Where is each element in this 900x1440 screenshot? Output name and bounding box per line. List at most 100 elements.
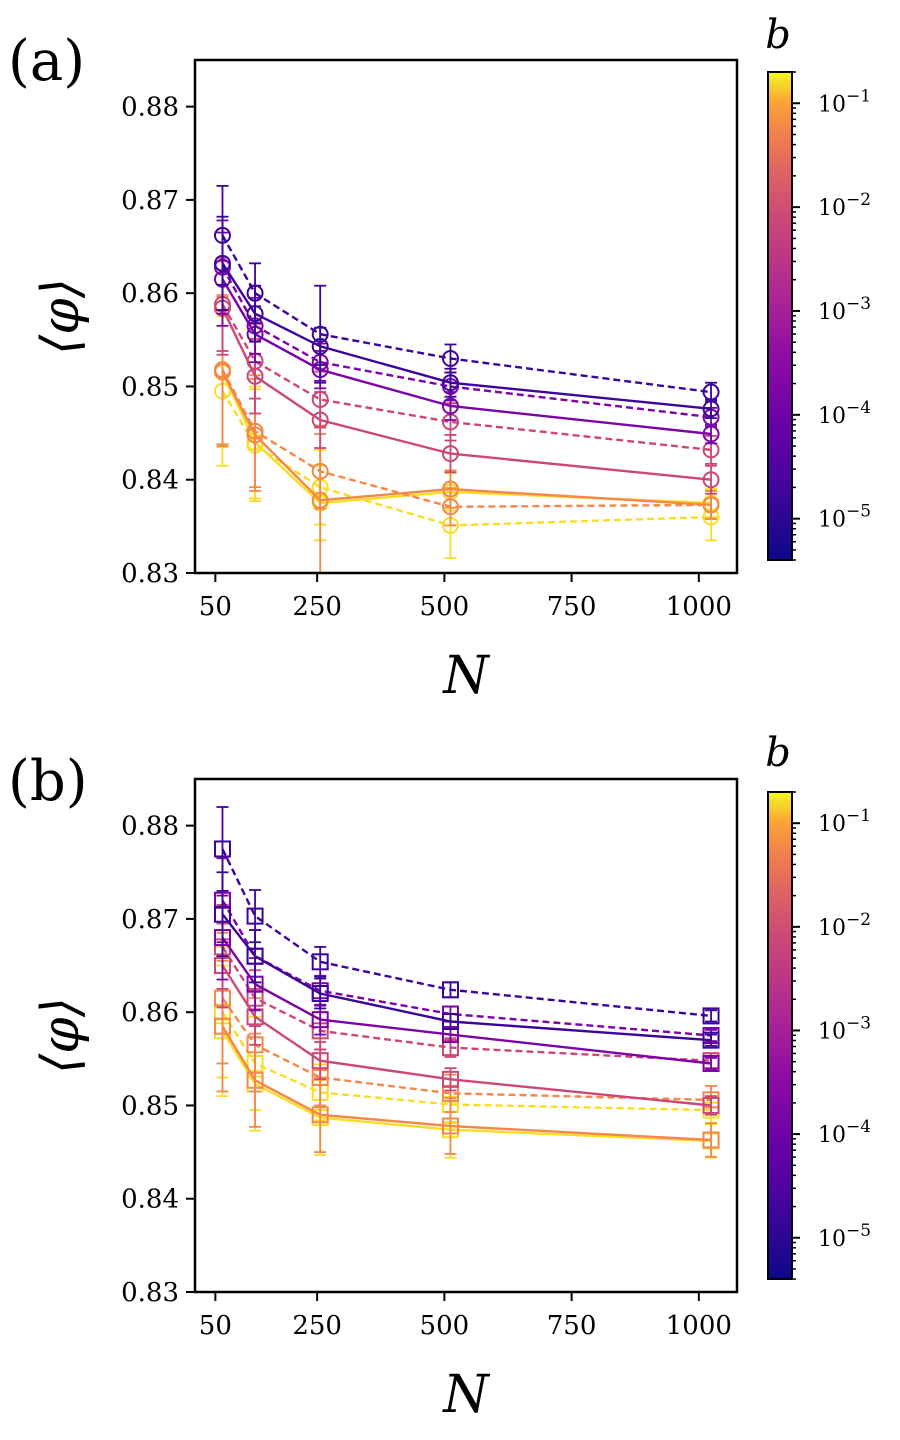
data-point [441,981,459,999]
colorbar-tick-label: 10−1 [818,86,871,117]
y-tick-label: 0.83 [121,1278,179,1308]
series-b0.0001-dashed [213,219,720,428]
series-line [221,262,712,410]
series-b0.001-solid [213,922,720,1116]
series-line [221,278,712,436]
series-b0.001-solid [213,260,720,495]
series-line [221,371,712,505]
colorbar-tick-label: 10−3 [818,294,871,325]
data-point [441,349,459,367]
colorbar-tick-label: 10−4 [818,1117,871,1148]
data-point [441,1070,459,1088]
data-point [702,471,720,489]
colorbar-title: b [765,12,791,58]
series-line [221,390,712,527]
data-point [213,226,231,244]
y-tick-label: 0.86 [121,998,179,1028]
y-tick-label: 0.86 [121,279,179,309]
data-point [213,905,231,923]
series-line [221,234,712,394]
panel-label: (b) [8,749,88,814]
data-point [702,1007,720,1025]
x-tick-label: 1000 [666,592,732,622]
data-point [311,391,329,409]
x-tick-label: 750 [547,1311,597,1341]
series-line [221,370,712,507]
data-point [213,361,231,379]
series-b0.1-solid [213,296,720,542]
series-line [221,266,712,419]
colorbar-tick-label: 10−5 [818,1221,871,1252]
colorbar-tick-label: 10−3 [818,1013,871,1044]
data-point [441,1013,459,1031]
data-point [311,325,329,343]
data-series-group [213,185,720,573]
data-point [702,383,720,401]
y-tick-label: 0.84 [121,1185,179,1215]
series-b0.00001-solid [213,871,720,1049]
series-b0.00001-dashed [213,806,720,1025]
data-point [311,985,329,1003]
axes-frame [193,777,739,1294]
y-tick-label: 0.84 [121,466,179,496]
colorbar-tick-label: 10−2 [818,910,871,941]
x-tick-label: 50 [199,592,232,622]
x-tick-label: 250 [292,592,342,622]
panel-label: (a) [8,29,85,94]
panel-a: (a) 50 250 500 750 1000 0.83 0.84 0.85 0.86 0.87 0.… [8,12,871,706]
series-line [221,1011,712,1112]
data-point [213,840,231,858]
series-line [221,899,712,1037]
panel-b: (b) 50 250 500 750 1000 0.83 0.84 0.85 0.86 0.87 0.… [8,730,871,1425]
colorbar-tick-label: 10−4 [818,398,871,429]
series-b0.00001-dashed [213,185,720,403]
axes-frame [193,58,739,575]
data-point [441,445,459,463]
x-tick-label: 500 [420,592,470,622]
y-tick-label: 0.87 [121,186,179,216]
y-tick-label: 0.85 [121,372,179,402]
y-tick-label: 0.88 [121,812,179,842]
data-point [441,1117,459,1135]
series-b0.01-solid [213,296,720,573]
data-point [311,462,329,480]
data-point [702,1096,720,1114]
series-line [221,997,712,1102]
data-point [702,496,720,514]
colorbar-tick-label: 10−5 [818,502,871,533]
data-point [441,498,459,516]
y-tick-label: 0.83 [121,559,179,589]
data-point [702,1131,720,1149]
data-point [702,1054,720,1072]
x-tick-label: 250 [292,1311,342,1341]
series-b0.1-solid [213,964,720,1159]
y-axis-label: ⟨φ⟩ [31,278,91,355]
data-point [246,907,264,925]
y-tick-label: 0.85 [121,1091,179,1121]
y-tick-label: 0.88 [121,93,179,123]
x-tick-label: 1000 [666,1311,732,1341]
series-b0.0001-solid [213,231,720,445]
series-b0.001-dashed [213,904,720,1070]
colorbar-gradient [768,792,792,1279]
colorbar-tick-label: 10−2 [818,190,871,221]
x-axis-label: N [441,646,490,706]
data-point [702,1031,720,1049]
x-axis-label: N [441,1365,490,1425]
colorbar-title: b [765,730,791,776]
data-point [246,947,264,965]
series-line [221,369,712,509]
colorbar-gradient [768,72,792,560]
data-point [311,1052,329,1070]
data-series-group [213,806,720,1159]
series-line [221,848,712,1018]
x-tick-label: 500 [420,1311,470,1341]
data-point [246,422,264,440]
data-point [246,284,264,302]
x-tick-label: 50 [199,1311,232,1341]
colorbar: 10−5 10−4 10−3 10−2 10−1 b [765,730,871,1280]
data-point [441,374,459,392]
colorbar-tick-label: 10−1 [818,806,871,837]
y-axis-label: ⟨φ⟩ [31,997,91,1074]
